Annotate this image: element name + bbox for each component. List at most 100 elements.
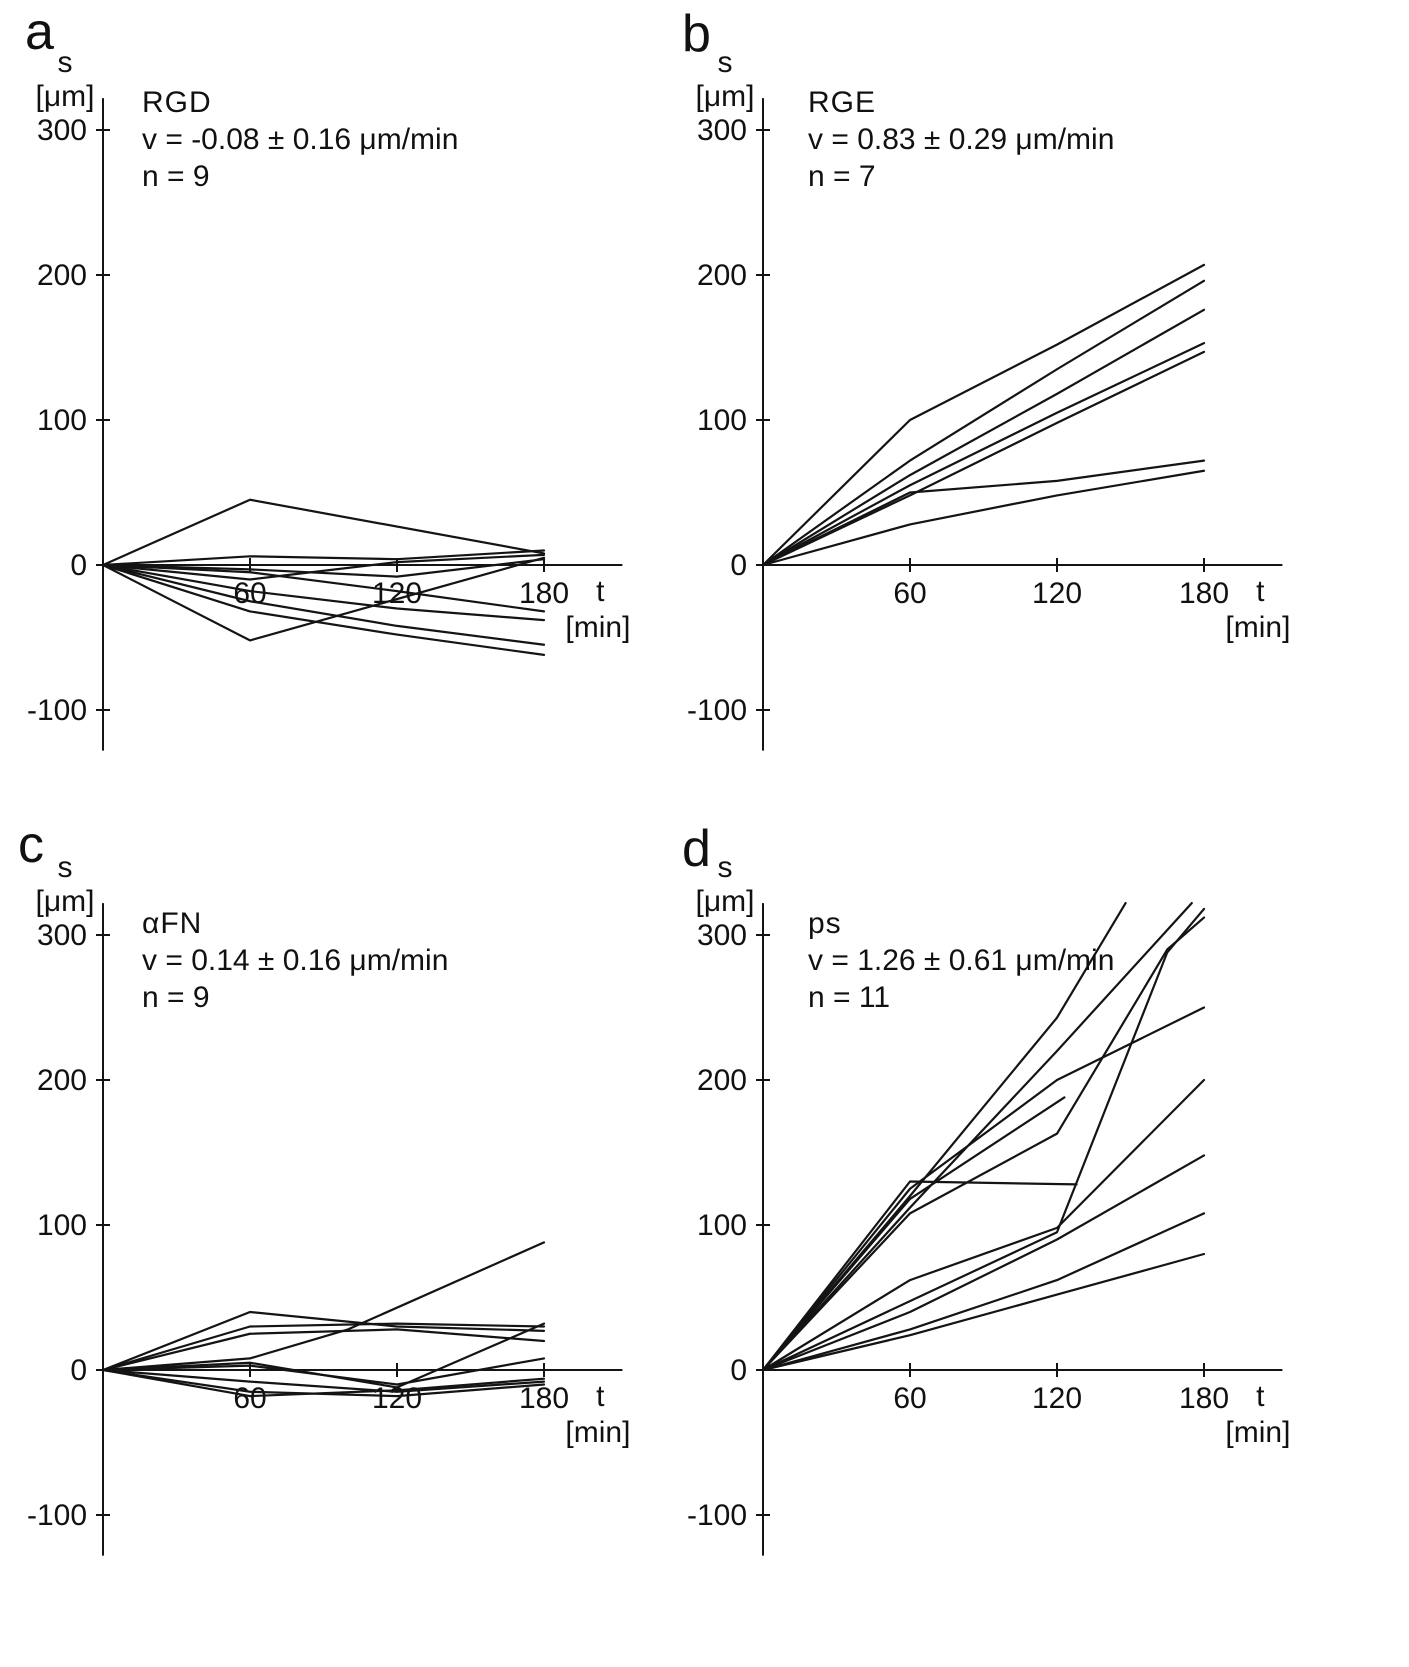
annotation-b: RGE v = 0.83 ± 0.29 μm/min n = 7 xyxy=(808,84,1114,195)
data-trace xyxy=(761,263,1206,567)
y-tick-label: 100 xyxy=(697,404,747,437)
y-axis-unit: [μm] xyxy=(696,80,755,113)
annotation-d: ps v = 1.26 ± 0.61 μm/min n = 11 xyxy=(808,905,1114,1016)
data-trace xyxy=(761,308,1206,567)
data-trace xyxy=(761,342,1206,567)
panel-letter-a: a xyxy=(25,3,54,61)
data-trace xyxy=(761,901,1193,1372)
x-axis-label: t xyxy=(1256,575,1265,608)
data-trace xyxy=(101,549,546,567)
data-trace xyxy=(761,1212,1206,1372)
y-axis-label: s xyxy=(718,851,733,884)
data-trace xyxy=(761,1252,1206,1372)
y-tick-label: 0 xyxy=(70,1354,87,1387)
x-tick-label: 60 xyxy=(893,1382,926,1415)
y-axis-unit: [μm] xyxy=(696,885,755,918)
data-trace xyxy=(101,1322,546,1372)
y-tick-label: -100 xyxy=(687,694,747,727)
y-tick-label: 300 xyxy=(37,114,87,147)
y-axis-label: s xyxy=(58,46,73,79)
velocity-stat: v = 0.83 ± 0.29 μm/min xyxy=(808,123,1115,156)
data-trace xyxy=(101,563,546,657)
panel-c: 300 200 100 0 -100 60 120 180 s [μm] t [min] c αFN … xyxy=(0,805,660,1667)
sample-size-stat: n = 9 xyxy=(142,981,210,1014)
y-tick-label: 200 xyxy=(697,1064,747,1097)
velocity-stat: v = 0.14 ± 0.16 μm/min xyxy=(142,944,449,977)
x-axis-unit: [min] xyxy=(1225,611,1290,644)
data-trace xyxy=(101,1241,546,1372)
data-trace xyxy=(761,459,1206,567)
plot-b: 300 200 100 0 -100 60 120 180 s[μm] t[min] xyxy=(687,46,1290,751)
data-trace xyxy=(101,563,546,646)
data-trace xyxy=(761,907,1206,1372)
x-axis-unit: [min] xyxy=(565,1416,630,1449)
x-axis-unit: [min] xyxy=(1225,1416,1290,1449)
data-trace xyxy=(101,1322,546,1389)
data-trace xyxy=(761,350,1206,567)
data-trace xyxy=(101,1368,546,1398)
x-axis-label: t xyxy=(1256,1380,1265,1413)
y-axis-unit: [μm] xyxy=(36,885,95,918)
y-tick-label: 0 xyxy=(730,549,747,582)
x-axis-label: t xyxy=(596,1380,605,1413)
condition-label: αFN xyxy=(142,907,203,940)
sample-size-stat: n = 9 xyxy=(142,160,210,193)
data-trace xyxy=(101,1357,546,1386)
panel-a: 300 200 100 0 -100 60 120 180 s [μm] t [min] a RGD … xyxy=(0,0,660,805)
y-tick-label: 200 xyxy=(37,259,87,292)
y-tick-label: 300 xyxy=(697,114,747,147)
x-tick-label: 180 xyxy=(519,577,569,610)
sample-size-stat: n = 11 xyxy=(808,981,891,1014)
sample-size-stat: n = 7 xyxy=(808,160,876,193)
y-tick-label: 200 xyxy=(37,1064,87,1097)
data-trace xyxy=(761,1006,1206,1372)
data-trace xyxy=(101,563,546,613)
y-tick-label: 300 xyxy=(37,919,87,952)
y-axis-label: s xyxy=(718,46,733,79)
data-trace xyxy=(761,1078,1206,1372)
y-tick-label: 100 xyxy=(37,404,87,437)
data-trace xyxy=(101,558,546,578)
y-tick-label: -100 xyxy=(27,694,87,727)
data-trace xyxy=(761,279,1206,567)
annotation-a: RGD v = -0.08 ± 0.16 μm/min n = 9 xyxy=(142,84,458,195)
x-tick-label: 120 xyxy=(1032,577,1082,610)
data-trace xyxy=(101,553,546,581)
velocity-stat: v = 1.26 ± 0.61 μm/min xyxy=(808,944,1115,977)
y-tick-label: 100 xyxy=(697,1209,747,1242)
data-trace xyxy=(761,1096,1066,1372)
x-tick-label: 180 xyxy=(519,1382,569,1415)
panel-d: 300 200 100 0 -100 60 120 180 s [μm] t [min] d ps v… xyxy=(660,805,1409,1667)
x-tick-label: 60 xyxy=(233,1382,266,1415)
y-axis-unit: [μm] xyxy=(36,80,95,113)
x-tick-label: 180 xyxy=(1179,1382,1229,1415)
plot-d: 300 200 100 0 -100 60 120 180 s[μm] t[min] xyxy=(687,851,1290,1556)
x-tick-label: 120 xyxy=(1032,1382,1082,1415)
data-trace xyxy=(101,498,546,567)
panel-letter-d: d xyxy=(682,820,711,878)
x-axis-unit: [min] xyxy=(565,611,630,644)
y-tick-label: 0 xyxy=(730,1354,747,1387)
data-trace xyxy=(761,1180,1078,1372)
condition-label: RGE xyxy=(808,86,877,119)
y-tick-label: 0 xyxy=(70,549,87,582)
data-trace xyxy=(761,1154,1206,1372)
condition-label: RGD xyxy=(142,86,212,119)
condition-label: ps xyxy=(808,907,842,940)
data-trace xyxy=(101,1328,546,1372)
y-axis-label: s xyxy=(58,851,73,884)
panel-b: 300 200 100 0 -100 60 120 180 s [μm] t [min] b RGE … xyxy=(660,0,1409,805)
data-trace xyxy=(101,1368,546,1393)
y-tick-label: 200 xyxy=(697,259,747,292)
panel-letter-c: c xyxy=(18,816,44,874)
x-axis-label: t xyxy=(596,575,605,608)
velocity-stat: v = -0.08 ± 0.16 μm/min xyxy=(142,123,459,156)
data-trace xyxy=(101,1310,546,1372)
data-trace xyxy=(101,563,546,622)
data-trace xyxy=(101,556,546,642)
x-tick-label: 180 xyxy=(1179,577,1229,610)
panel-letter-b: b xyxy=(682,5,711,63)
y-tick-label: 300 xyxy=(697,919,747,952)
